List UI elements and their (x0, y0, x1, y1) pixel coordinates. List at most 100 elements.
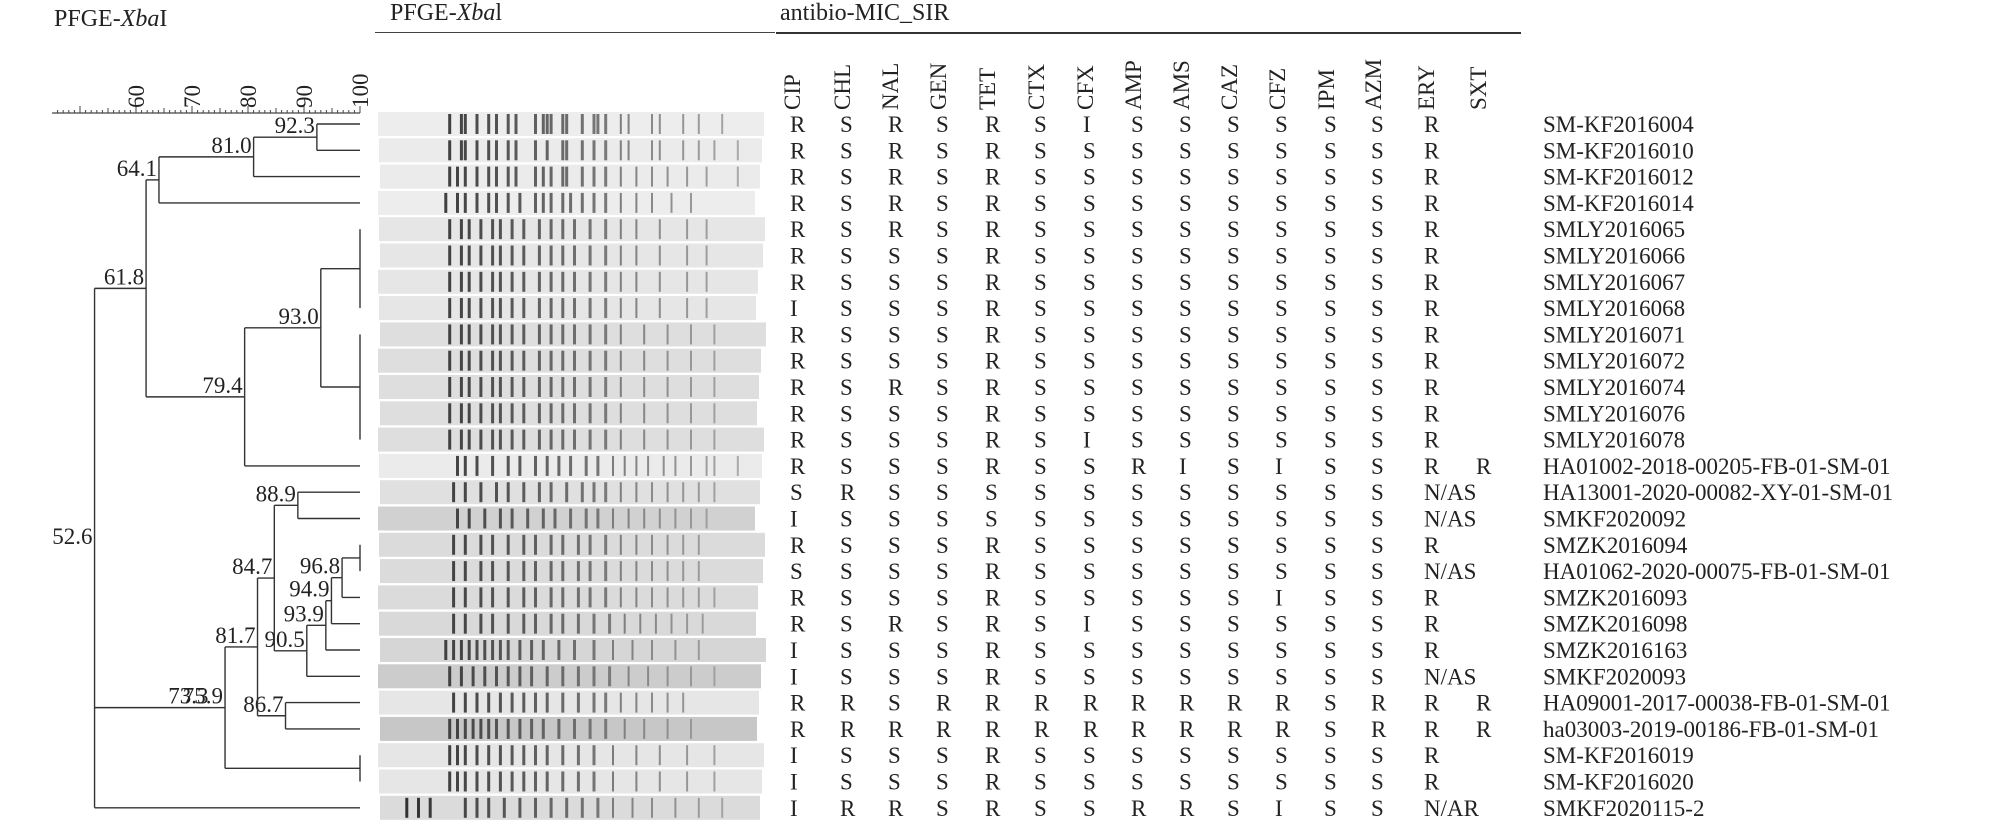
gel-band (471, 666, 475, 687)
gel-band (635, 587, 638, 608)
gel-band (549, 324, 553, 345)
sir-cell: R (888, 165, 904, 190)
sir-cell: S (840, 664, 853, 689)
gel-band (475, 797, 479, 818)
isolate-id: SM-KF2016019 (1543, 743, 1694, 768)
gel-band (713, 429, 716, 450)
gel-band (475, 771, 479, 792)
gel-band (456, 166, 459, 187)
sir-cell: R (790, 322, 806, 347)
gel-band (736, 166, 739, 187)
isolate-id: SMLY2016066 (1543, 244, 1685, 269)
gel-band (463, 114, 467, 134)
sir-cell: S (1034, 638, 1047, 663)
gel-band (662, 455, 665, 476)
gel-band (592, 192, 596, 213)
gel-lane (380, 401, 757, 426)
gel-band (491, 403, 495, 424)
sir-cell: S (1275, 191, 1288, 216)
sir-cell: R (985, 217, 1001, 242)
sir-cell: R (790, 585, 806, 610)
sir-cell: S (1227, 296, 1240, 321)
gel-band (463, 745, 467, 766)
gel-band (561, 245, 565, 266)
gel-band (592, 771, 596, 792)
gel-band (549, 429, 553, 450)
gel-band (736, 455, 739, 476)
gel-band (619, 140, 622, 161)
gel-band (627, 508, 630, 529)
sir-cell: S (1131, 559, 1144, 584)
gel-band (549, 587, 553, 608)
node-similarity-label: 81.0 (211, 133, 251, 158)
gel-lane (378, 427, 764, 452)
gel-band (545, 455, 549, 476)
gel-band (549, 271, 553, 292)
sir-cell: S (936, 217, 949, 242)
sir-cell: S (1179, 401, 1192, 426)
sir-cell: S (1034, 770, 1047, 795)
gel-band (534, 561, 537, 582)
sir-cell: S (1371, 533, 1384, 558)
scale-tick-label: 100 (348, 74, 373, 109)
sir-cell: R (985, 691, 1001, 716)
sir-cell: S (1131, 165, 1144, 190)
gel-band (631, 797, 634, 818)
gel-band (561, 271, 565, 292)
gel-band (604, 245, 608, 266)
sir-cell: S (1227, 375, 1240, 400)
sir-cell: S (1371, 664, 1384, 689)
gel-band (491, 377, 495, 397)
sir-cell: R (790, 217, 806, 242)
sir-cell: S (1275, 270, 1288, 295)
sir-cell: R (1424, 138, 1440, 163)
gel-band (588, 587, 592, 608)
gel-band (561, 403, 565, 424)
gel-band (573, 324, 576, 345)
gel-band (705, 508, 708, 529)
sir-cell: S (936, 244, 949, 269)
sir-cell: R (985, 454, 1001, 479)
gel-band (487, 745, 491, 766)
gel-band (643, 508, 646, 529)
gel-band (561, 350, 565, 371)
gel-band (537, 271, 541, 292)
gel-band (452, 613, 456, 634)
gel-band (666, 482, 669, 503)
sir-cell: S (1371, 296, 1384, 321)
gel-band (459, 640, 463, 660)
gel-band (545, 692, 549, 713)
gel-band (561, 166, 565, 187)
sir-cell: S (1179, 559, 1192, 584)
gel-band (651, 534, 653, 555)
isolate-id: SMLY2016068 (1543, 296, 1685, 321)
isolate-id: ha03003-2019-00186-FB-01-SM-01 (1543, 717, 1879, 742)
sir-cell: S (1324, 638, 1337, 663)
sir-cell: S (1131, 296, 1144, 321)
gel-band (635, 771, 638, 792)
sir-cell: S (1083, 507, 1096, 532)
sir-cell: R (790, 454, 806, 479)
sir-cell: S (1034, 138, 1047, 163)
gel-band (697, 640, 700, 660)
gel-band (686, 298, 689, 319)
sir-cell: S (1275, 612, 1288, 637)
gel-band (534, 114, 537, 134)
gel-band (522, 587, 526, 608)
sir-cell: R (888, 217, 904, 242)
sir-cell: R (1424, 165, 1440, 190)
gel-band (549, 377, 553, 397)
gel-band (491, 298, 495, 319)
gel-band (452, 482, 456, 503)
sir-cell: S (840, 559, 853, 584)
sir-cell: S (1083, 165, 1096, 190)
isolate-id: SM-KF2016012 (1543, 165, 1694, 190)
sir-cell: S (1179, 428, 1192, 453)
gel-band (448, 403, 452, 424)
sir-cell: S (936, 664, 949, 689)
gel-band (654, 613, 657, 634)
gel-band (467, 324, 471, 345)
gel-lane (379, 296, 756, 321)
gel-band (557, 718, 561, 739)
gel-band (580, 482, 584, 503)
